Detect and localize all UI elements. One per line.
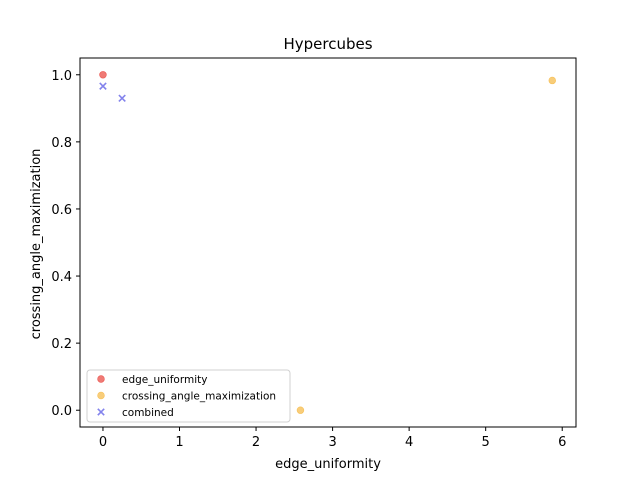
y-tick-label: 0.0 [51,404,72,419]
data-point-combined [99,82,107,90]
y-axis-title: crossing_angle_maximization [29,149,44,340]
y-axis: 0.0 0.2 0.4 0.6 0.8 1.0 [51,69,80,419]
x-tick-label: 4 [405,435,413,450]
legend-marker-edge-uniformity [97,375,105,383]
data-points [99,71,556,414]
data-point-crossing-angle-maximization [296,406,305,414]
x-axis-title: edge_uniformity [275,457,381,472]
legend-marker-combined [97,408,105,416]
y-tick-label: 1.0 [51,69,72,84]
x-axis: 0 1 2 3 4 5 6 [99,427,566,450]
y-tick-label: 0.6 [51,203,72,218]
y-tick-label: 0.8 [51,136,72,151]
plot-area [79,57,577,428]
y-tick-label: 0.4 [51,270,72,285]
x-tick-label: 0 [99,435,107,450]
data-point-edge-uniformity [99,71,107,79]
x-tick-label: 2 [252,435,260,450]
data-point-combined [118,94,126,103]
legend: edge_uniformity crossing_angle_maximizati… [86,369,291,423]
legend-marker-crossing-angle-maximization [97,391,105,400]
x-tick-label: 5 [482,435,490,450]
x-tick-label: 3 [328,435,336,450]
y-tick-label: 0.2 [51,337,72,352]
legend-label: edge_uniformity [122,374,207,386]
legend-label: combined [122,407,174,419]
legend-label: crossing_angle_maximization [122,391,276,403]
chart-title: Hypercubes [283,35,372,53]
x-tick-label: 6 [558,435,566,450]
legend-box [86,369,291,423]
x-tick-label: 1 [175,435,183,450]
plot-frame [79,57,577,428]
data-point-crossing-angle-maximization [548,76,556,85]
